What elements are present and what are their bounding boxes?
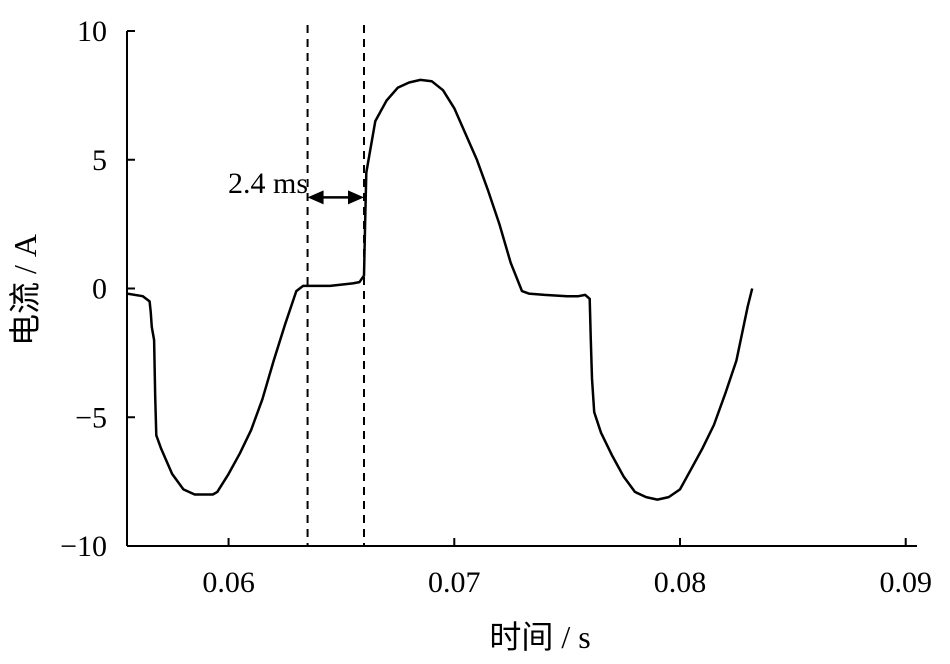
interval-annotation-label: 2.4 ms — [228, 167, 308, 200]
x-tick-label: 0.08 — [654, 566, 707, 599]
y-tick-label: −5 — [75, 401, 107, 434]
x-axis-title: 时间 / s — [489, 619, 590, 655]
x-tick-label: 0.07 — [428, 566, 481, 599]
x-tick-label: 0.06 — [202, 566, 255, 599]
x-tick-label: 0.09 — [879, 566, 932, 599]
y-tick-label: −10 — [60, 530, 107, 563]
y-axis-title: 电流 / A — [7, 234, 43, 346]
y-tick-label: 5 — [92, 144, 107, 177]
ticks-layer: 0.06 0.07 0.08 0.09 10 5 0 −5 −10 — [60, 15, 932, 599]
y-tick-label: 10 — [77, 15, 107, 48]
interval-arrow-head-right — [348, 190, 364, 205]
plot-layer — [126, 25, 754, 546]
y-tick-label: 0 — [92, 273, 107, 306]
current-series-line — [126, 78, 754, 501]
annotation-layer: 2.4 ms — [228, 167, 364, 205]
interval-arrow-head-left — [307, 190, 324, 205]
